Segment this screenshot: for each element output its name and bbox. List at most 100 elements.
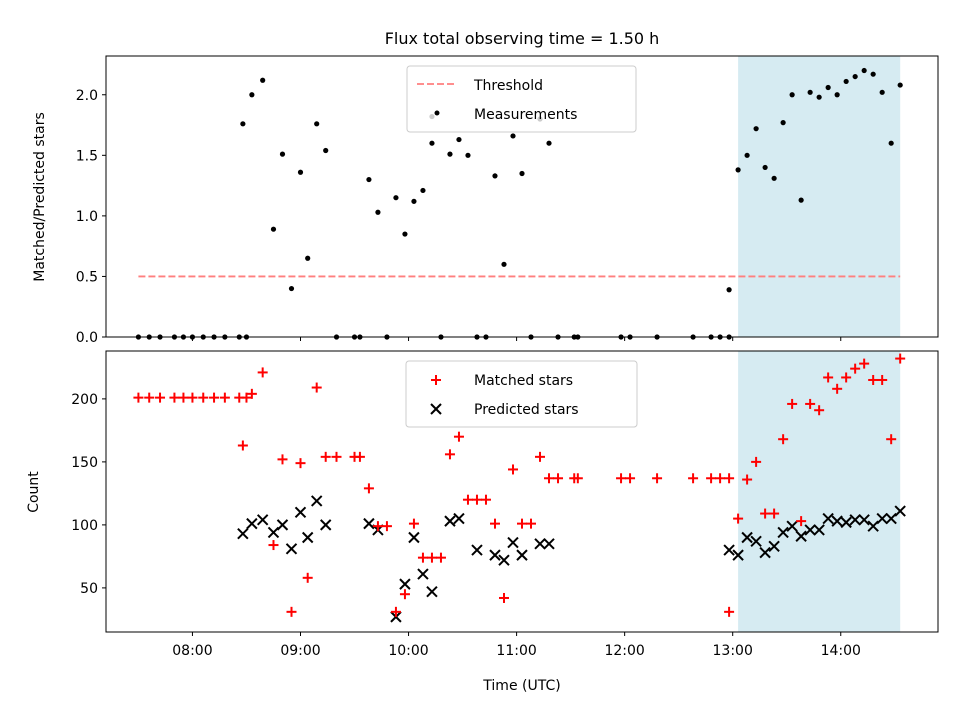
matched-star-markers bbox=[133, 353, 906, 617]
measurement-point bbox=[297, 169, 304, 175]
matched-star-marker bbox=[302, 572, 313, 583]
matched-star-marker bbox=[652, 473, 663, 484]
matched-star-marker bbox=[706, 473, 717, 484]
predicted-star-marker bbox=[310, 495, 323, 507]
matched-star-marker bbox=[823, 372, 834, 383]
matched-star-marker bbox=[219, 392, 230, 403]
measurement-point bbox=[465, 152, 471, 158]
matched-star-marker bbox=[480, 494, 491, 505]
matched-star-marker bbox=[715, 473, 726, 484]
matched-star-marker bbox=[733, 513, 744, 524]
matched-star-marker bbox=[198, 392, 209, 403]
measurement-point bbox=[519, 170, 525, 177]
matched-star-marker bbox=[877, 374, 888, 385]
matched-star-marker bbox=[381, 521, 392, 532]
matched-star-marker bbox=[286, 606, 297, 617]
legend-matched-label: Matched stars bbox=[474, 373, 573, 389]
predicted-star-marker bbox=[768, 540, 780, 553]
measurement-point bbox=[735, 167, 741, 173]
bottom-y-ticks: 50 100 150 200 bbox=[71, 392, 106, 597]
predicted-star-marker bbox=[390, 611, 402, 623]
xtick-label: 10:00 bbox=[388, 643, 428, 659]
top-legend: Threshold Measurements bbox=[406, 65, 637, 133]
predicted-star-marker bbox=[840, 516, 852, 529]
matched-star-marker bbox=[399, 589, 410, 600]
top-y-ticks: 0.0 0.5 1.0 1.5 2.0 bbox=[76, 88, 106, 346]
matched-star-marker bbox=[435, 552, 446, 563]
measurement-point bbox=[798, 197, 804, 203]
measurement-point bbox=[789, 92, 795, 98]
predicted-star-marker bbox=[849, 514, 861, 526]
matched-star-marker bbox=[742, 474, 753, 485]
predicted-star-marker bbox=[498, 554, 510, 566]
matched-star-marker bbox=[796, 516, 807, 527]
predicted-star-marker bbox=[444, 515, 456, 527]
matched-star-marker bbox=[526, 518, 537, 529]
matched-star-marker bbox=[688, 473, 699, 484]
matched-star-marker bbox=[444, 449, 455, 460]
matched-star-marker bbox=[498, 592, 509, 603]
measurement-point bbox=[807, 89, 813, 95]
matched-star-marker bbox=[724, 473, 735, 484]
predicted-star-markers bbox=[237, 495, 906, 623]
predicted-star-marker bbox=[534, 538, 546, 550]
measurement-point bbox=[323, 147, 329, 154]
matched-star-marker bbox=[507, 464, 518, 475]
chart-title: Flux total observing time = 1.50 h bbox=[385, 29, 660, 48]
predicted-star-marker bbox=[246, 517, 258, 530]
matched-star-marker bbox=[133, 392, 144, 403]
bottom-ytick-label: 150 bbox=[71, 455, 98, 471]
measurement-point bbox=[888, 140, 894, 146]
bottom-ytick-label: 50 bbox=[80, 581, 98, 597]
predicted-star-marker bbox=[426, 585, 438, 598]
predicted-star-marker bbox=[822, 512, 834, 525]
matched-star-marker bbox=[895, 353, 906, 364]
predicted-star-marker bbox=[795, 530, 807, 542]
matched-star-marker bbox=[814, 405, 825, 416]
predicted-star-marker bbox=[813, 524, 825, 536]
matched-star-marker bbox=[886, 434, 897, 445]
bottom-legend-box bbox=[405, 360, 638, 428]
matched-star-marker bbox=[751, 456, 762, 467]
matched-star-marker bbox=[616, 473, 627, 484]
measurement-point bbox=[249, 92, 255, 98]
measurement-point bbox=[753, 126, 759, 132]
matched-star-marker bbox=[553, 473, 564, 484]
measurement-point bbox=[780, 120, 786, 126]
top-ytick-label: 0.5 bbox=[76, 269, 98, 285]
measurement-point bbox=[314, 121, 320, 127]
measurement-point bbox=[260, 77, 266, 83]
measurement-point bbox=[447, 151, 453, 157]
predicted-star-marker bbox=[294, 506, 307, 518]
matched-star-marker bbox=[572, 473, 583, 484]
predicted-star-marker bbox=[507, 536, 519, 549]
x-axis-label: Time (UTC) bbox=[482, 678, 560, 694]
matched-star-marker bbox=[237, 440, 248, 451]
matched-star-marker bbox=[187, 392, 198, 403]
predicted-star-marker bbox=[786, 520, 798, 532]
matched-star-marker bbox=[277, 454, 288, 465]
measurement-point bbox=[843, 78, 849, 85]
matched-star-marker bbox=[517, 518, 527, 529]
matched-star-marker bbox=[453, 431, 464, 442]
legend-predicted-swatch bbox=[430, 403, 442, 415]
matched-star-marker bbox=[724, 606, 735, 617]
predicted-star-marker bbox=[732, 549, 744, 561]
predicted-star-marker bbox=[417, 568, 429, 580]
measurement-point bbox=[279, 151, 286, 157]
matched-star-marker bbox=[311, 382, 322, 393]
matched-star-marker bbox=[372, 521, 383, 532]
predicted-star-marker bbox=[285, 543, 298, 555]
measurement-point bbox=[726, 287, 732, 293]
predicted-star-marker bbox=[256, 514, 269, 526]
predicted-star-marker bbox=[237, 528, 249, 540]
bottom-legend: Matched stars Predicted stars bbox=[405, 360, 638, 428]
bottom-shaded-region bbox=[738, 351, 901, 632]
predicted-star-marker bbox=[759, 546, 771, 559]
measurement-point bbox=[366, 176, 372, 183]
matched-star-marker bbox=[354, 451, 365, 462]
matched-star-marker bbox=[155, 392, 166, 403]
xtick-label: 14:00 bbox=[821, 643, 861, 659]
matched-star-marker bbox=[462, 494, 473, 505]
